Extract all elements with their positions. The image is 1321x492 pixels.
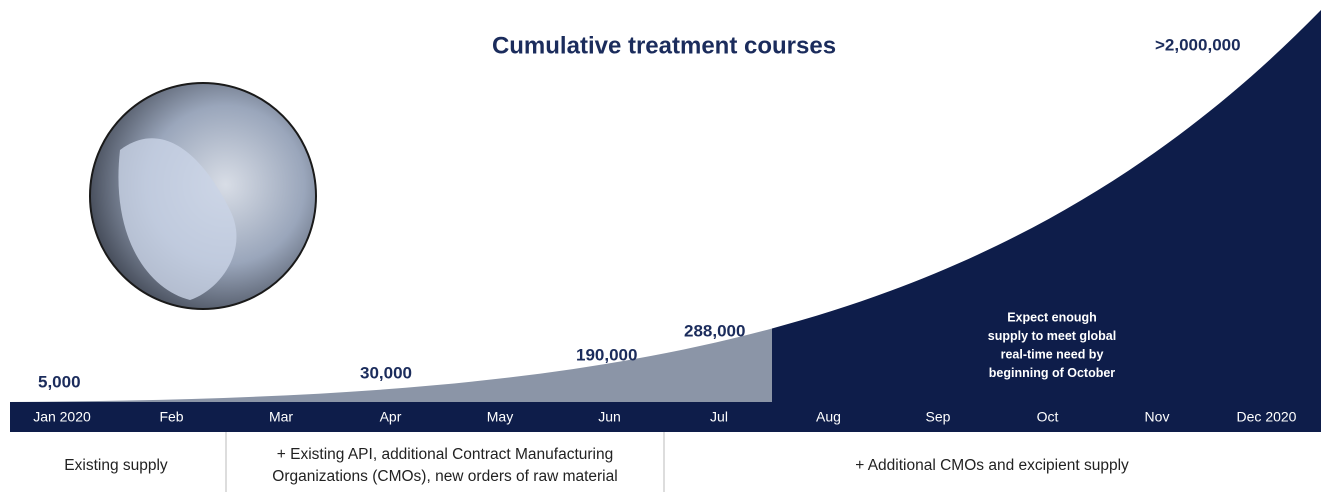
month-label: Jun bbox=[598, 409, 621, 425]
annotation: 30,000 bbox=[360, 363, 412, 382]
month-label: Jan 2020 bbox=[33, 409, 91, 425]
note-line: supply to meet global bbox=[988, 329, 1117, 343]
month-label: May bbox=[487, 409, 513, 425]
month-label: Mar bbox=[269, 409, 293, 425]
month-label: Nov bbox=[1145, 409, 1170, 425]
month-bar bbox=[10, 402, 1321, 432]
annotation: 288,000 bbox=[684, 321, 745, 340]
annotation: 190,000 bbox=[576, 345, 637, 364]
note-line: beginning of October bbox=[989, 366, 1116, 380]
month-label: Apr bbox=[380, 409, 402, 425]
month-label: Feb bbox=[159, 409, 183, 425]
infographic: Cumulative treatment courses 5,000 30,000… bbox=[0, 0, 1321, 492]
supply-phase: Organizations (CMOs), new orders of raw … bbox=[272, 468, 617, 485]
note-line: Expect enough bbox=[1007, 310, 1097, 324]
annotation: >2,000,000 bbox=[1155, 35, 1241, 54]
supply-phase: Existing supply bbox=[64, 457, 168, 474]
month-label: Jul bbox=[710, 409, 728, 425]
supply-phase: + Existing API, additional Contract Manu… bbox=[277, 446, 613, 463]
month-label: Aug bbox=[816, 409, 841, 425]
note-line: real-time need by bbox=[1001, 347, 1104, 361]
page: Cumulative treatment courses 5,000 30,000… bbox=[0, 0, 1321, 492]
annotation: 5,000 bbox=[38, 372, 81, 391]
chart-title: Cumulative treatment courses bbox=[492, 32, 836, 59]
supply-phase: + Additional CMOs and excipient supply bbox=[855, 457, 1129, 474]
month-label: Dec 2020 bbox=[1237, 409, 1297, 425]
month-label: Oct bbox=[1037, 409, 1059, 425]
month-label: Sep bbox=[926, 409, 951, 425]
